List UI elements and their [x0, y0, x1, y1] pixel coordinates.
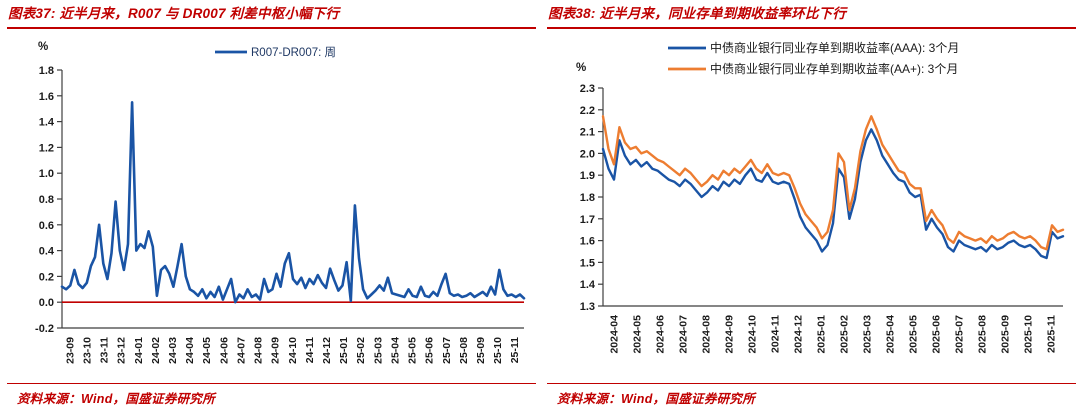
x-tick-label: 24-02 — [150, 337, 162, 364]
x-axis-labels: 2024-04 2024-05 2024-06 2024-07 2024-08 2024-… — [608, 315, 1057, 354]
x-tick-label: 24-06 — [218, 337, 230, 364]
y-unit-label: % — [576, 62, 586, 74]
x-axis-labels: 23-09 23-10 23-11 23-12 24-01 24-02 24-03 24-04… — [64, 337, 521, 364]
y-tick-label: 1.4 — [39, 117, 55, 129]
x-tick-label: 24-07 — [235, 337, 247, 364]
figure-panel-37: 图表37: 近半月来，R007 与 DR007 利差中枢小幅下行 -0.2 0.0… — [0, 6, 540, 407]
x-tick-label: 25-04 — [389, 337, 401, 364]
x-tick-label: 2024-12 — [792, 315, 804, 354]
r007-dr007-spread-chart: -0.2 0.0 0.2 0.4 0.6 0.8 1.0 1.2 1.4 1.6 1.8% 23-09… — [0, 29, 540, 383]
figure-panel-38: 图表38: 近半月来，同业存单到期收益率环比下行 1.3 1.4 1.5 1.6 1.7… — [540, 0, 1080, 416]
x-tick-label: 2024-04 — [608, 315, 620, 354]
x-tick-label: 23-11 — [99, 337, 111, 363]
legend: 中债商业银行同业存单到期收益率(AAA): 3个月中债商业银行同业存单到期收益率… — [668, 40, 959, 76]
x-tick-label: 2025-02 — [838, 315, 850, 354]
line-chart-svg: -0.2 0.0 0.2 0.4 0.6 0.8 1.0 1.2 1.4 1.6 1.8% 23-09… — [35, 41, 526, 364]
x-tick-label: 25-09 — [475, 337, 487, 364]
y-tick-label: 1.9 — [580, 170, 595, 182]
x-tick-label: 25-06 — [424, 337, 436, 364]
legend-label-1: 中债商业银行同业存单到期收益率(AA+): 3个月 — [710, 61, 958, 76]
x-tick-label: 2024-08 — [700, 315, 712, 354]
x-tick-label: 24-04 — [184, 337, 196, 364]
x-tick-label: 24-08 — [253, 337, 265, 364]
y-tick-label: 1.8 — [39, 65, 54, 77]
y-tick-label: 1.6 — [580, 236, 595, 248]
x-tick-label: 2024-09 — [723, 315, 735, 354]
y-tick-label: 1.7 — [580, 214, 595, 226]
figure-title: 图表37: 近半月来，R007 与 DR007 利差中枢小幅下行 — [8, 6, 340, 21]
title-divider — [7, 27, 536, 29]
x-tick-label: 25-11 — [509, 337, 521, 363]
figure-title: 图表38: 近半月来，同业存单到期收益率环比下行 — [548, 6, 847, 21]
y-tick-label: 1.6 — [39, 91, 54, 103]
y-tick-label: 0.0 — [39, 297, 54, 309]
legend-label-0: R007-DR007: 周 — [251, 46, 336, 59]
x-tick-label: 23-12 — [116, 337, 128, 364]
series-line-0 — [601, 128, 1065, 260]
y-tick-label: 1.2 — [39, 142, 54, 154]
y-tick-label: 2.2 — [580, 105, 595, 117]
y-tick-label: 0.6 — [39, 220, 54, 232]
y-tick-label: 0.4 — [39, 246, 55, 258]
x-tick-label: 2025-07 — [953, 315, 965, 354]
series-line-1 — [601, 115, 1065, 251]
x-tick-label: 25-05 — [407, 337, 419, 364]
x-tick-label: 23-10 — [81, 337, 93, 364]
x-tick-label: 2024-10 — [746, 315, 758, 354]
x-tick-label: 24-09 — [270, 337, 282, 364]
x-tick-label: 25-02 — [355, 337, 367, 364]
x-tick-label: 2025-04 — [884, 315, 896, 354]
ncd-yield-chart: 1.3 1.4 1.5 1.6 1.7 1.8 1.9 2.0 2.1 2.2 2.3% 2024-0… — [540, 29, 1080, 383]
series-line-0 — [60, 101, 526, 304]
y-axis-ticks: -0.2 0.0 0.2 0.4 0.6 0.8 1.0 1.2 1.4 1.6 1.8 — [35, 65, 62, 335]
x-tick-label: 25-03 — [372, 337, 384, 364]
x-tick-label: 24-12 — [321, 337, 333, 364]
x-tick-label: 2024-07 — [677, 315, 689, 354]
y-tick-label: 1.0 — [39, 168, 54, 180]
x-tick-label: 24-03 — [167, 337, 179, 364]
y-tick-label: 2.3 — [580, 83, 595, 95]
y-tick-label: 0.8 — [39, 194, 54, 206]
x-tick-label: 2025-01 — [815, 315, 827, 354]
legend-label-0: 中债商业银行同业存单到期收益率(AAA): 3个月 — [710, 40, 959, 55]
y-tick-label: 1.4 — [580, 279, 596, 291]
source-note: 资料来源：Wind，国盛证券研究所 — [547, 383, 1076, 407]
x-tick-label: 25-08 — [458, 337, 470, 364]
x-tick-label: 2025-09 — [999, 315, 1011, 354]
y-tick-label: 2.0 — [580, 148, 595, 160]
y-tick-label: 1.5 — [580, 257, 595, 269]
x-tick-label: 2025-11 — [1045, 315, 1057, 353]
x-tick-label: 2025-08 — [976, 315, 988, 354]
x-tick-label: 24-05 — [201, 337, 213, 364]
line-chart-svg: 1.3 1.4 1.5 1.6 1.7 1.8 1.9 2.0 2.1 2.2 2.3% 2024-0… — [576, 40, 1065, 354]
x-tick-label: 2024-05 — [631, 315, 643, 354]
source-note: 资料来源：Wind，国盛证券研究所 — [7, 383, 536, 407]
x-tick-label: 2025-05 — [907, 315, 919, 354]
x-tick-label: 25-07 — [441, 337, 453, 364]
x-tick-label: 25-10 — [492, 337, 504, 364]
x-tick-label: 2025-06 — [930, 315, 942, 354]
x-tick-label: 2025-10 — [1022, 315, 1034, 354]
x-tick-label: 23-09 — [64, 337, 76, 364]
x-tick-label: 24-01 — [133, 337, 145, 364]
y-unit-label: % — [38, 41, 48, 53]
y-tick-label: -0.2 — [35, 323, 54, 335]
x-tick-label: 24-10 — [287, 337, 299, 364]
y-tick-label: 1.3 — [580, 301, 595, 313]
y-axis-ticks: 1.3 1.4 1.5 1.6 1.7 1.8 1.9 2.0 2.1 2.2 2.3 — [580, 83, 603, 313]
y-tick-label: 0.2 — [39, 271, 54, 283]
x-tick-label: 2025-03 — [861, 315, 873, 354]
legend: R007-DR007: 周 — [215, 46, 336, 59]
x-tick-label: 2024-11 — [769, 315, 781, 353]
axes — [602, 88, 1063, 307]
y-tick-label: 2.1 — [580, 127, 595, 139]
x-tick-label: 2024-06 — [654, 315, 666, 354]
title-divider — [547, 27, 1076, 29]
y-tick-label: 1.8 — [580, 192, 595, 204]
source-text: 资料来源：Wind，国盛证券研究所 — [557, 392, 756, 406]
x-tick-label: 24-11 — [304, 337, 316, 363]
x-tick-label: 25-01 — [338, 337, 350, 364]
source-text: 资料来源：Wind，国盛证券研究所 — [17, 392, 216, 406]
